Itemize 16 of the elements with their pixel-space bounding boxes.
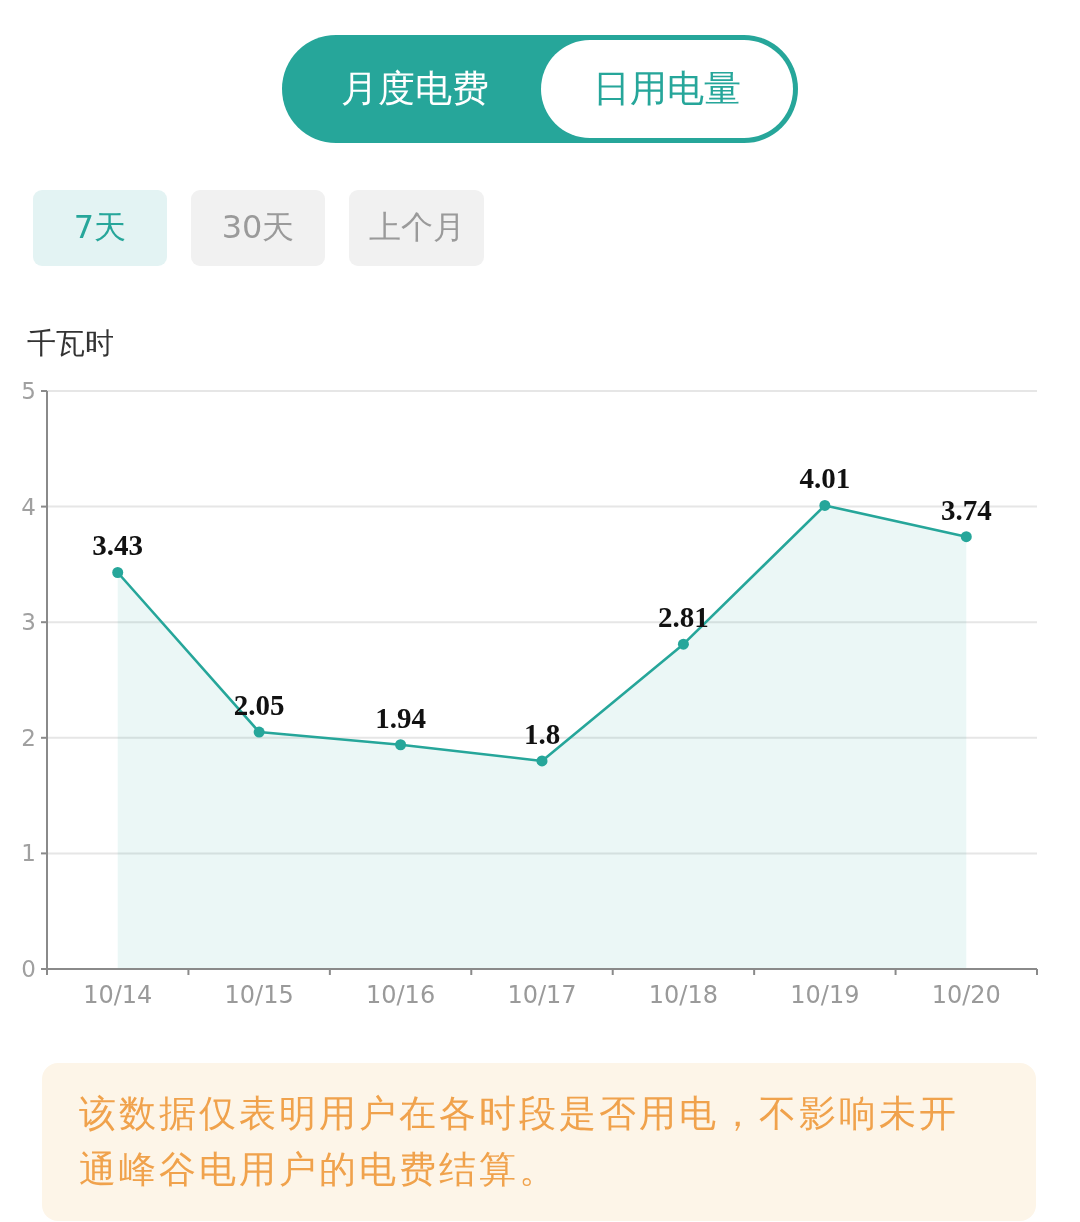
y-tick-label: 0	[21, 956, 36, 982]
y-tick-label: 3	[21, 609, 36, 636]
x-tick-label: 10/15	[224, 981, 294, 1009]
note: 该数据仅表明用户在各时段是否用电，不影响未开通峰谷电用户的电费结算。	[79, 1091, 960, 1193]
y-tick-label: 4	[21, 493, 36, 520]
x-tick-label: 10/14	[83, 981, 153, 1009]
x-tick-label: 10/17	[507, 981, 577, 1009]
x-tick-label: 10/18	[648, 981, 719, 1009]
y-tick-label: 5	[21, 378, 36, 404]
button: 30天	[191, 190, 325, 266]
button: 上个月	[349, 190, 484, 266]
y-tick-label: 1	[21, 840, 36, 867]
x-tick-label: 10/16	[365, 981, 436, 1009]
x-tick-label: 10/20	[931, 981, 1001, 1009]
x-tick-label: 10/19	[790, 981, 860, 1009]
y-tick-label: 2	[21, 724, 36, 751]
